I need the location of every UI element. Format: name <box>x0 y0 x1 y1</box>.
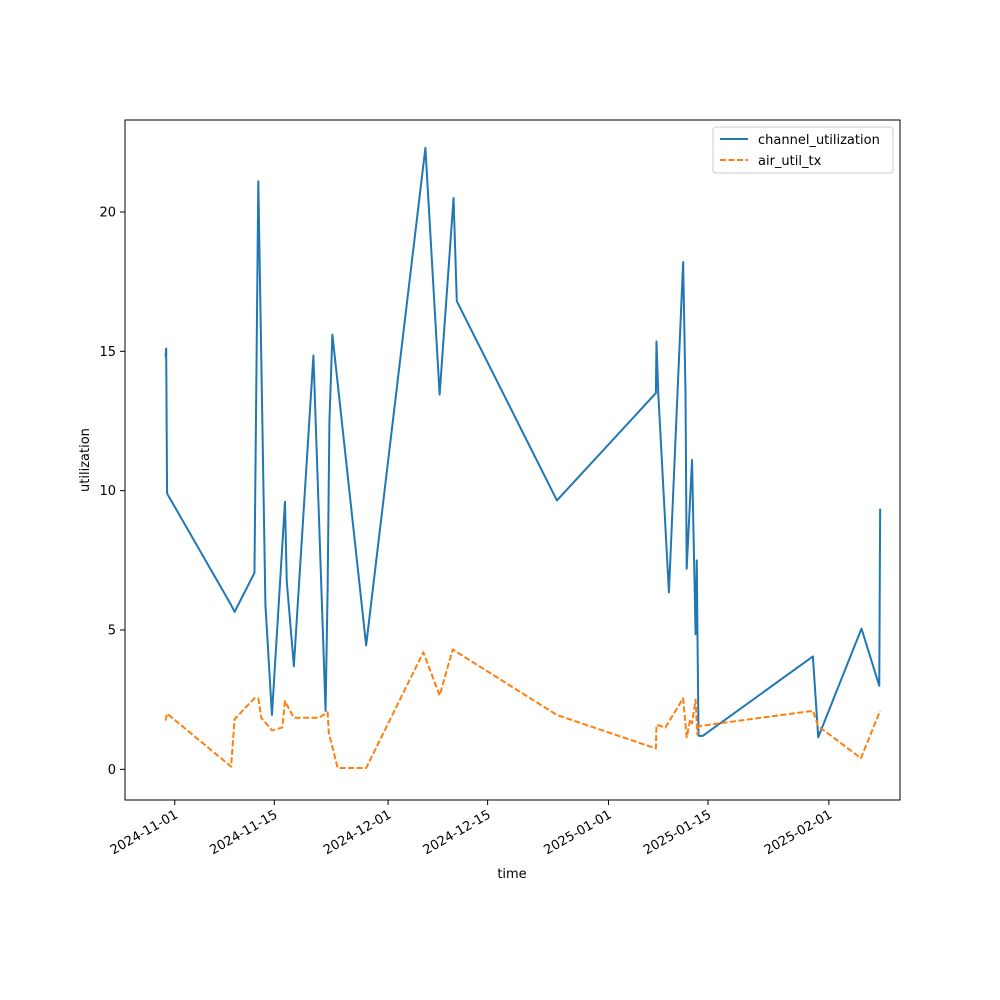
series-layer <box>164 146 882 769</box>
series-line-air-util-tx <box>164 648 882 769</box>
y-tick-label: 15 <box>99 345 116 360</box>
plot-frame <box>124 119 901 801</box>
legend-entry-air-util-tx: air_util_tx <box>758 154 822 169</box>
y-tick-label: 0 <box>108 763 116 778</box>
legend-box <box>712 126 894 174</box>
legend-entry-channel-utilization: channel_utilization <box>758 133 880 148</box>
y-tick-label: 20 <box>99 205 116 220</box>
x-axis-label: time <box>497 867 526 882</box>
y-axis-label: utilization <box>78 428 93 492</box>
legend: channel_utilization air_util_tx <box>712 126 894 174</box>
y-tick-label: 5 <box>108 624 116 639</box>
y-tick-label: 10 <box>99 484 116 499</box>
y-axis: 0 5 10 15 20 <box>99 205 125 778</box>
series-line-channel-utilization <box>164 146 882 739</box>
